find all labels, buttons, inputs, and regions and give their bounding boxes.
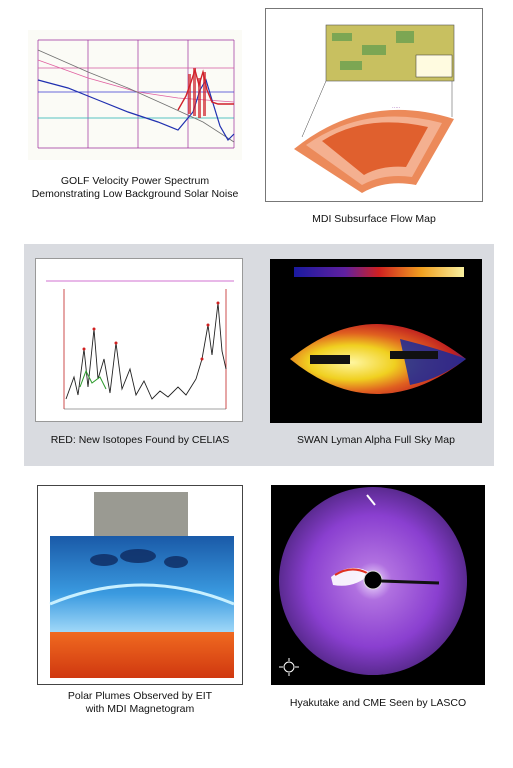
eit-caption-line1: Polar Plumes Observed by EIT xyxy=(67,690,213,702)
sun-symbol-icon xyxy=(279,658,299,676)
eit-caption-line2: with MDI Magnetogram xyxy=(85,703,195,715)
svg-text:·····: ····· xyxy=(392,105,401,111)
mdi-caption-line1: MDI Subsurface Flow Map xyxy=(312,213,436,225)
mdi-caption: MDI Subsurface Flow Map xyxy=(265,213,483,226)
eit-plumes-frame xyxy=(37,485,243,685)
swan-caption: SWAN Lyman Alpha Full Sky Map xyxy=(268,434,484,447)
golf-caption-line2: Demonstrating Low Background Solar Noise xyxy=(31,188,239,200)
lasco-caption-line1: Hyakutake and CME Seen by LASCO xyxy=(289,697,467,709)
eit-caption: Polar Plumes Observed by EIT with MDI Ma… xyxy=(26,690,254,716)
celias-caption: RED: New Isotopes Found by CELIAS xyxy=(24,434,256,447)
golf-caption-line1: GOLF Velocity Power Spectrum xyxy=(60,175,210,187)
golf-caption: GOLF Velocity Power Spectrum Demonstrati… xyxy=(20,175,250,201)
celias-isotopes-frame xyxy=(35,258,243,422)
swan-color-bar xyxy=(294,267,464,277)
golf-gray-curve xyxy=(37,49,235,143)
lasco-coronagraph xyxy=(271,485,485,685)
lasco-caption: Hyakutake and CME Seen by LASCO xyxy=(262,697,494,710)
mdi-magnetogram-patch xyxy=(94,492,188,538)
lasco-occulter xyxy=(363,570,383,590)
swan-caption-line1: SWAN Lyman Alpha Full Sky Map xyxy=(297,434,455,446)
golf-grid xyxy=(37,39,235,149)
swan-sky-map xyxy=(270,259,482,423)
eit-solar-disk xyxy=(50,632,234,678)
celias-caption-line1: RED: New Isotopes Found by CELIAS xyxy=(50,434,230,446)
mdi-flow-map-frame: ····· xyxy=(265,8,483,202)
golf-spectrum-figure xyxy=(28,30,242,160)
